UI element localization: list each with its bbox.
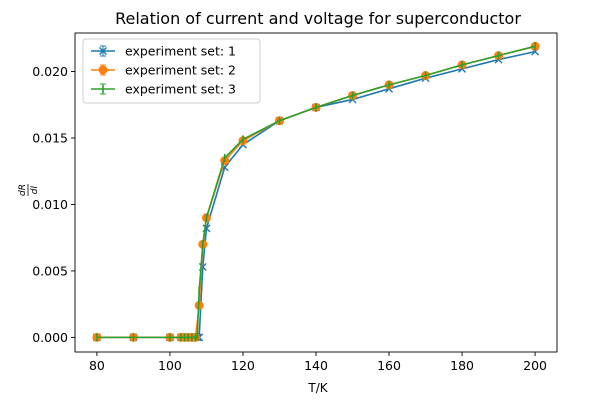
- legend-marker: [99, 47, 107, 55]
- legend-marker: [98, 65, 108, 75]
- legend-label: experiment set: 1: [125, 44, 236, 59]
- legend-entry-1: experiment set: 1: [91, 44, 236, 59]
- legend-box: [82, 38, 261, 104]
- x-tick-label: 140: [304, 358, 328, 373]
- legend: experiment set: 1 experiment set: 2 experi…: [82, 38, 261, 104]
- y-axis-label-numerator: dR: [18, 184, 28, 196]
- legend-entry-2: experiment set: 2: [91, 63, 236, 78]
- series-3-line: [96, 45, 536, 339]
- legend-label: experiment set: 2: [125, 63, 236, 78]
- x-tick-label: 120: [231, 358, 255, 373]
- y-axis-label-denominator: dI: [30, 185, 40, 194]
- series-3: [96, 42, 536, 342]
- y-axis-label: dR dI: [18, 184, 40, 196]
- x-tick-label: 100: [158, 358, 182, 373]
- legend-label: experiment set: 3: [125, 82, 236, 97]
- legend-entry-3: experiment set: 3: [91, 82, 236, 97]
- x-tick-label: 180: [450, 358, 474, 373]
- x-axis-label: T/K: [307, 381, 328, 395]
- x-tick-label: 160: [377, 358, 401, 373]
- y-tick-label: 0.010: [32, 197, 68, 212]
- y-tick-label: 0.000: [32, 330, 68, 345]
- y-tick-label: 0.015: [32, 131, 68, 146]
- y-tick-label: 0.020: [32, 64, 68, 79]
- plot-area: [92, 41, 540, 342]
- axes: 80 100 120 140 160 180 200 0.000 0.005 0.010 0.015…: [32, 32, 558, 373]
- chart-title: Relation of current and voltage for supe…: [115, 9, 521, 28]
- x-tick-label: 80: [89, 358, 105, 373]
- y-tick-label: 0.005: [32, 263, 68, 278]
- x-tick-label: 200: [523, 358, 547, 373]
